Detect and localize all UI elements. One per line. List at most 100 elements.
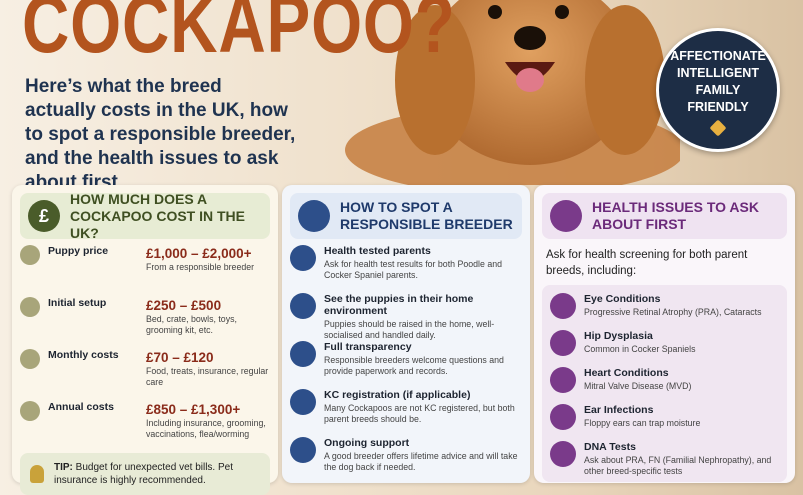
badge: AFFECTIONATE INTELLIGENT FAMILY FRIENDLY [656, 28, 780, 152]
item-label: Annual costs [48, 401, 114, 413]
item-label: Monthly costs [48, 349, 119, 361]
item-note: Bed, crate, bowls, toys, grooming kit, e… [146, 314, 237, 335]
panel-title: HOW TO SPOT A RESPONSIBLE BREEDER [340, 199, 513, 232]
item-value: £70 – £120 [146, 350, 214, 365]
item: Hip Dysplasia Common in Cocker Spaniels [550, 328, 779, 365]
item-note: Many Cockapoos are not KC registered, bu… [324, 403, 515, 424]
panel-icon [550, 200, 582, 232]
item-label: See the puppies in their home environmen… [324, 293, 474, 317]
subtitle: Here’s what the breed actually costs in … [25, 76, 296, 193]
item-icon [20, 349, 40, 369]
item-value-col: £1,000 – £2,000+ From a responsible breed… [146, 245, 270, 273]
item: Eye Conditions Progressive Retinal Atroph… [550, 291, 779, 328]
item-icon [550, 367, 576, 393]
item: Monthly costs £70 – £120 Food, treats, ins… [20, 343, 270, 395]
item-note: Ask for health test results for both Poo… [324, 259, 502, 280]
item-icon [20, 297, 40, 317]
panel-intro: Ask for health screening for both parent… [546, 249, 748, 277]
tip-text: TIP: Budget for unexpected vet bills. Pe… [54, 461, 260, 487]
item-icon [550, 330, 576, 356]
item-label: Ear Infections [584, 404, 654, 416]
item-icon [550, 404, 576, 430]
item-value-col: £250 – £500 Bed, crate, bowls, toys, groo… [146, 297, 270, 336]
item-note: Ask about PRA, FN (Familial Nephropathy)… [584, 455, 772, 476]
item: Heart Conditions Mitral Valve Disease (MV… [550, 365, 779, 402]
item-text: Health tested parents Ask for health test… [324, 245, 522, 281]
item-icon [550, 293, 576, 319]
badge-line: FRIENDLY [687, 100, 749, 114]
item-text: Heart Conditions Mitral Valve Disease (MV… [584, 367, 779, 392]
item-note: Puppies should be raised in the home, we… [324, 319, 495, 340]
panel: HOW TO SPOT A RESPONSIBLE BREEDER Health … [282, 185, 530, 483]
badge-heart [709, 119, 727, 137]
item: KC registration (if applicable) Many Cock… [290, 383, 522, 431]
item-icon [290, 437, 316, 463]
item-text: KC registration (if applicable) Many Cock… [324, 389, 522, 425]
item-label: Ongoing support [324, 437, 410, 449]
item-value-col: £70 – £120 Food, treats, insurance, regul… [146, 349, 270, 388]
item-label: Puppy price [48, 245, 109, 257]
item-icon [290, 389, 316, 415]
item-text: Full transparency Responsible breeders we… [324, 341, 522, 377]
item-text: Eye Conditions Progressive Retinal Atroph… [584, 293, 779, 318]
panel-title: HOW MUCH DOES A COCKAPOO COST IN THE UK? [70, 190, 246, 241]
item: See the puppies in their home environmen… [290, 287, 522, 340]
item-icon [20, 401, 40, 421]
item-label: KC registration (if applicable) [324, 389, 471, 401]
item-note: Food, treats, insurance, regular care [146, 366, 269, 387]
panel-header: £ HOW MUCH DOES A COCKAPOO COST IN THE UK… [20, 190, 270, 241]
dog-photo [345, 0, 680, 185]
item-note: From a responsible breeder [146, 262, 255, 272]
item-label: DNA Tests [584, 441, 636, 453]
item-value: £250 – £500 [146, 298, 222, 313]
panel-title: HEALTH ISSUES TO ASK ABOUT FIRST [592, 199, 759, 232]
item-icon [290, 245, 316, 271]
item-label: Hip Dysplasia [584, 330, 653, 342]
item-value: £850 – £1,300+ [146, 402, 241, 417]
item-label: Heart Conditions [584, 367, 669, 379]
item-note: Including insurance, grooming, vaccinati… [146, 418, 266, 439]
item: DNA Tests Ask about PRA, FN (Familial Nep… [550, 439, 779, 476]
item: Puppy price £1,000 – £2,000+ From a respon… [20, 239, 270, 291]
item-note: Common in Cocker Spaniels [584, 344, 696, 354]
item: Health tested parents Ask for health test… [290, 239, 522, 287]
item-icon [550, 441, 576, 467]
panel-header: HEALTH ISSUES TO ASK ABOUT FIRST [542, 193, 787, 239]
panel: HEALTH ISSUES TO ASK ABOUT FIRST Ask for … [534, 185, 795, 483]
item-icon [20, 245, 40, 265]
item-text: Ongoing support A good breeder offers lif… [324, 437, 522, 473]
item: Ear Infections Floppy ears can trap moist… [550, 402, 779, 439]
tip-icon [30, 465, 44, 483]
item-text: DNA Tests Ask about PRA, FN (Familial Nep… [584, 441, 779, 477]
item: Ongoing support A good breeder offers lif… [290, 431, 522, 479]
item-text: See the puppies in their home environmen… [324, 293, 522, 341]
item-label: Eye Conditions [584, 293, 661, 305]
panel: £ HOW MUCH DOES A COCKAPOO COST IN THE UK… [12, 185, 278, 495]
item-note: Floppy ears can trap moisture [584, 418, 701, 428]
item-value-col: £850 – £1,300+ Including insurance, groom… [146, 401, 270, 440]
badge-line: FAMILY [695, 83, 741, 97]
tip-body: Budget for unexpected vet bills. Pet ins… [54, 462, 233, 486]
tip-box: TIP: Budget for unexpected vet bills. Pe… [20, 453, 270, 495]
panel-icon: £ [28, 200, 60, 232]
item-note: Responsible breeders welcome questions a… [324, 355, 504, 376]
tip-label: TIP: [54, 462, 73, 473]
panel-icon [298, 200, 330, 232]
headline: COCKAPOO? [22, 0, 456, 70]
item: Annual costs £850 – £1,300+ Including insu… [20, 395, 270, 447]
badge-line: AFFECTIONATE [670, 49, 766, 63]
panel-header: HOW TO SPOT A RESPONSIBLE BREEDER [290, 193, 522, 239]
item-value: £1,000 – £2,000+ [146, 246, 252, 261]
item-label: Full transparency [324, 341, 412, 353]
item-label: Health tested parents [324, 245, 431, 257]
health-box: Eye Conditions Progressive Retinal Atroph… [542, 285, 787, 482]
item-icon [290, 293, 316, 319]
item: Initial setup £250 – £500 Bed, crate, bowl… [20, 291, 270, 343]
item-icon [290, 341, 316, 367]
item-text: Hip Dysplasia Common in Cocker Spaniels [584, 330, 779, 355]
item-label: Initial setup [48, 297, 107, 309]
item-note: Progressive Retinal Atrophy (PRA), Catar… [584, 307, 762, 317]
item-note: Mitral Valve Disease (MVD) [584, 381, 692, 391]
item-note: A good breeder offers lifetime advice an… [324, 451, 518, 472]
